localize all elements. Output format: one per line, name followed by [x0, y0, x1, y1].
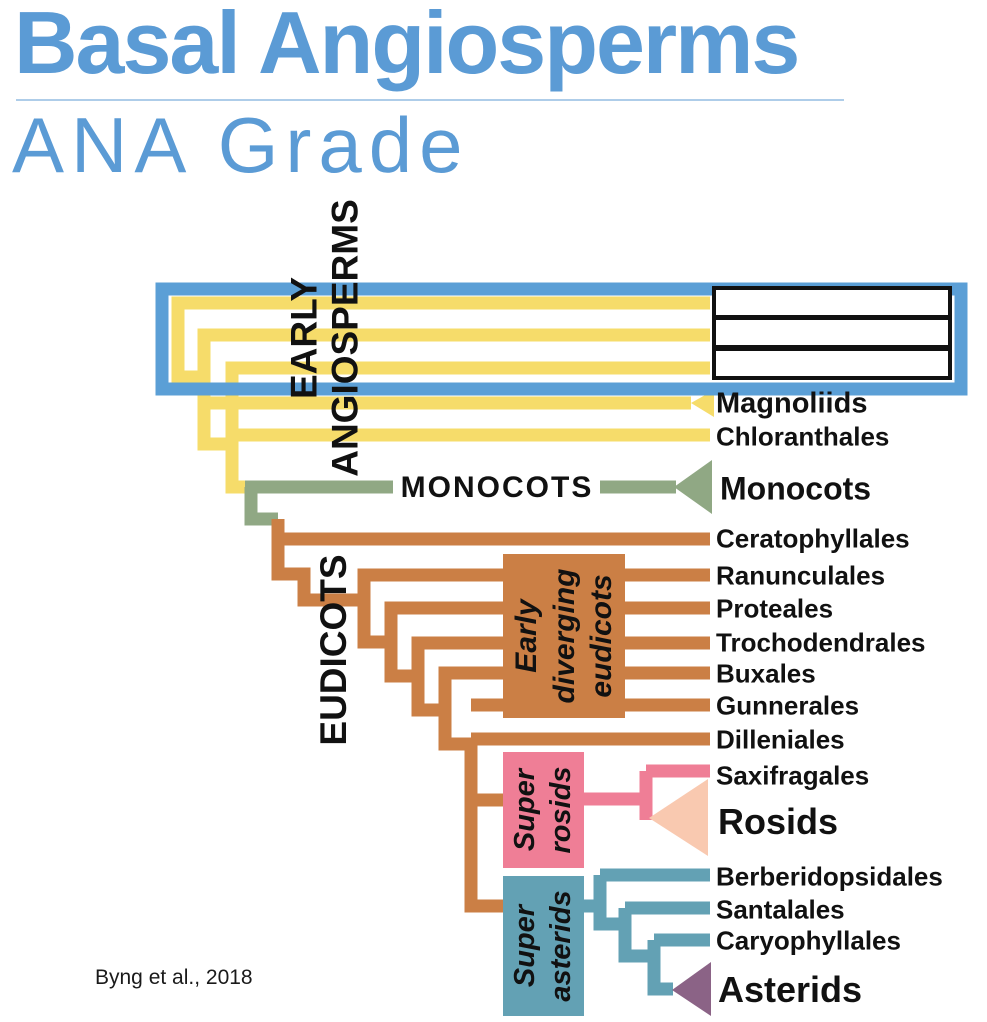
- tip-label-dilleniales: Dilleniales: [716, 724, 845, 755]
- page-subtitle: ANA Grade: [12, 101, 470, 189]
- title-underline: [16, 99, 844, 101]
- monocots-branch-label: MONOCOTS: [400, 471, 594, 504]
- tip-label-caryophyllales: Caryophyllales: [716, 925, 901, 956]
- tip-label-rosids: Rosids: [718, 801, 839, 842]
- super-asterids-box: [503, 876, 584, 1016]
- asterids-clade-triangle: [672, 962, 711, 1016]
- eudicots-label: EUDICOTS: [313, 554, 354, 746]
- citation: Byng et al., 2018: [95, 966, 253, 989]
- monocots-branches: [244, 480, 676, 526]
- super-rosids-branches: [580, 764, 710, 820]
- monocots-clade-triangle: [674, 460, 712, 514]
- magnoliids-clade-triangle: [691, 390, 714, 417]
- page-title: Basal Angiosperms: [14, 0, 800, 92]
- tip-label-gunnerales: Gunnerales: [716, 690, 860, 721]
- covered-label-box-3: [712, 347, 952, 380]
- eudicots-spine: [271, 519, 505, 913]
- tip-label-berberidopsidales: Berberidopsidales: [716, 861, 943, 892]
- early-diverging-eudicots-label: Early diverging eudicots: [509, 568, 618, 704]
- early-angiosperms-line2: ANGIOSPERMS: [324, 199, 365, 477]
- early-angiosperms-label: EARLY ANGIOSPERMS: [283, 199, 365, 477]
- tip-label-asterids: Asterids: [718, 969, 863, 1010]
- tip-label-trochodendrales: Trochodendrales: [716, 627, 926, 658]
- tip-label-saxifragales: Saxifragales: [716, 760, 870, 791]
- early-angiosperms-line1: EARLY: [283, 276, 325, 400]
- highlight-rectangle: [155, 282, 968, 396]
- tip-label-magnoliids: Magnoliids: [716, 387, 868, 420]
- super-rosids-label: Super rosids: [508, 766, 577, 854]
- rosids-clade-triangle: [649, 779, 708, 856]
- tip-label-buxales: Buxales: [716, 658, 816, 689]
- tip-label-ceratophyllales: Ceratophyllales: [716, 523, 910, 554]
- eudicots-branches: [278, 532, 710, 807]
- super-asterids-label: Super asterids: [508, 890, 577, 1002]
- tip-label-santalales: Santalales: [716, 894, 845, 925]
- covered-label-box-2: [712, 316, 952, 349]
- tip-label-ranunculales: Ranunculales: [716, 560, 886, 591]
- super-rosids-box: [503, 752, 584, 868]
- tip-label-chloranthales: Chloranthales: [716, 421, 890, 452]
- tip-label-monocots: Monocots: [720, 470, 872, 507]
- covered-label-box-1: [712, 286, 952, 319]
- tip-label-proteales: Proteales: [716, 593, 834, 624]
- super-asterids-branches: [580, 868, 710, 996]
